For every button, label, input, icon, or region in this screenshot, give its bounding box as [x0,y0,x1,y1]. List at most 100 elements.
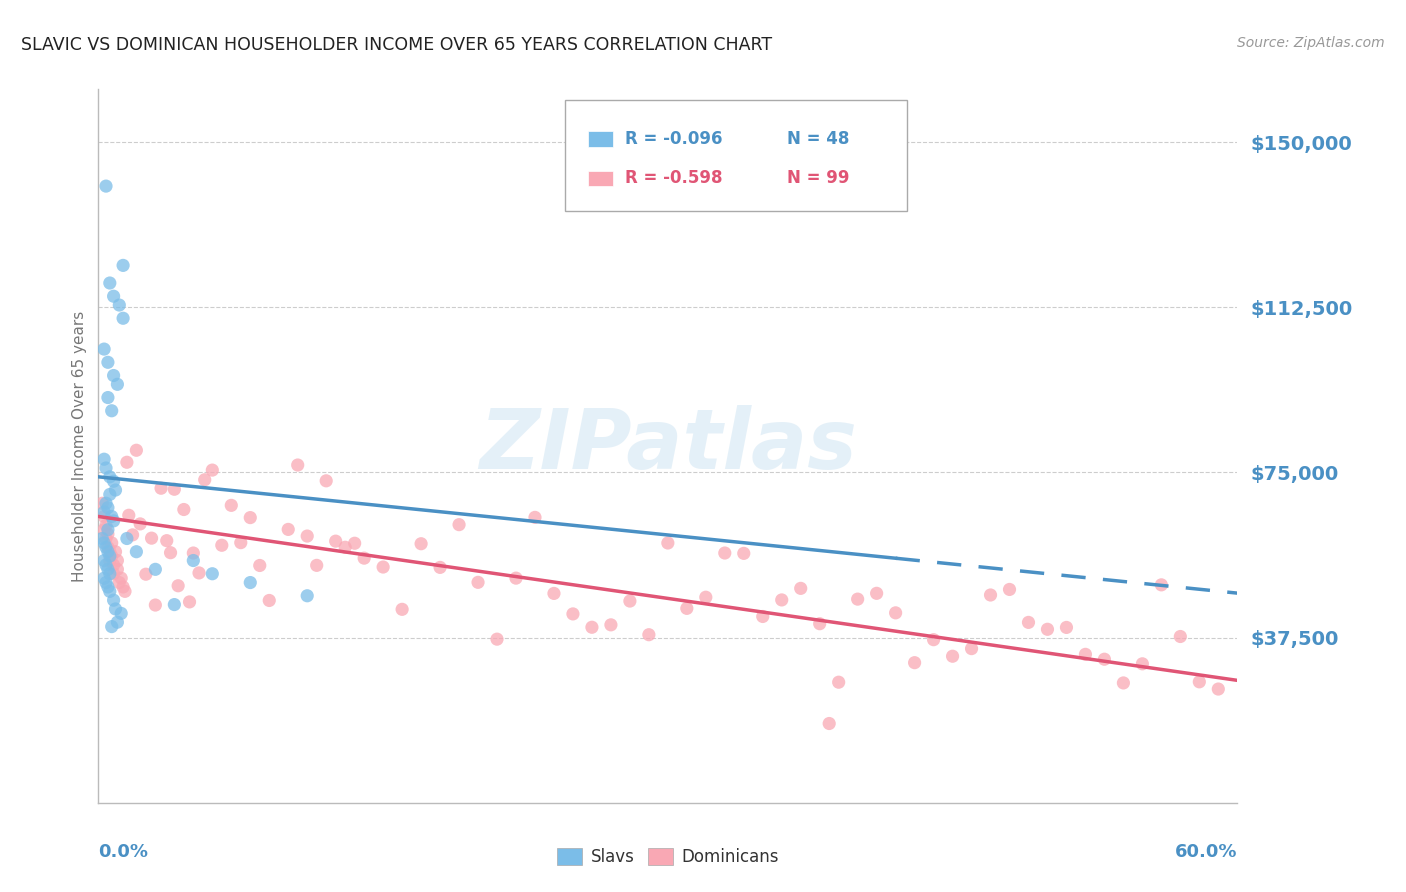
Text: Source: ZipAtlas.com: Source: ZipAtlas.com [1237,36,1385,50]
Point [156,533,179,548]
Point [129,516,152,531]
Point [91,532,114,546]
Point [103,514,125,528]
Point [167,579,190,593]
Point [118,508,141,523]
Point [770,593,793,607]
Point [524,510,547,524]
Point [97,545,120,559]
Point [93,452,115,467]
Point [486,632,509,647]
Point [904,656,927,670]
Point [305,558,328,573]
Point [112,311,135,326]
Point [94,541,117,555]
Point [1018,615,1040,630]
Point [183,553,205,567]
Point [104,483,127,497]
Point [115,532,138,546]
Point [505,571,527,585]
Point [828,675,851,690]
Point [638,628,661,642]
Point [1150,578,1173,592]
Point [91,496,114,510]
Point [103,558,125,572]
Point [1132,657,1154,671]
Point [94,461,117,475]
Point [94,518,117,533]
Point [110,571,132,585]
Point [107,615,129,630]
Point [183,546,205,560]
Point [211,538,233,552]
Point [695,591,717,605]
Point [94,532,117,546]
Point [239,510,262,524]
Text: 60.0%: 60.0% [1175,843,1237,861]
Point [922,632,945,647]
Point [104,545,127,559]
Legend: Slavs, Dominicans: Slavs, Dominicans [551,841,785,873]
Point [93,536,115,550]
Point [107,553,129,567]
Point [188,566,211,580]
Point [163,482,186,496]
Point [1094,652,1116,666]
Point [104,602,127,616]
Point [411,537,433,551]
Point [98,553,121,567]
Point [391,602,413,616]
Point [159,546,181,560]
Point [229,535,252,549]
Point [942,649,965,664]
Point [315,474,337,488]
Point [94,179,117,194]
Point [619,594,641,608]
Point [108,575,131,590]
Point [107,562,129,576]
Point [93,505,115,519]
Point [429,560,451,574]
Point [98,549,121,563]
Point [97,527,120,541]
Point [115,455,138,469]
Point [239,575,262,590]
Point [179,595,201,609]
Point [335,541,357,555]
Point [343,536,366,550]
Y-axis label: Householder Income Over 65 years: Householder Income Over 65 years [72,310,87,582]
Point [98,470,121,484]
Point [1112,676,1135,690]
Point [353,551,375,566]
Point [93,523,115,537]
Point [110,607,132,621]
Point [1036,622,1059,636]
Point [960,641,983,656]
Point [141,531,163,545]
Point [125,545,148,559]
Point [998,582,1021,597]
Point [201,463,224,477]
Point [676,601,699,615]
Point [103,566,125,581]
Point [98,487,121,501]
Point [714,546,737,560]
Point [94,496,117,510]
Point [97,355,120,369]
Point [371,560,394,574]
Point [93,342,115,356]
Point [107,377,129,392]
Point [121,528,143,542]
Point [194,473,217,487]
Point [173,502,195,516]
Point [125,443,148,458]
Point [163,598,186,612]
Point [818,716,841,731]
Text: N = 48: N = 48 [787,130,849,148]
Point [98,276,121,290]
Point [108,298,131,312]
Point [93,509,115,524]
Point [100,403,122,417]
Point [467,575,489,590]
Point [93,571,115,585]
